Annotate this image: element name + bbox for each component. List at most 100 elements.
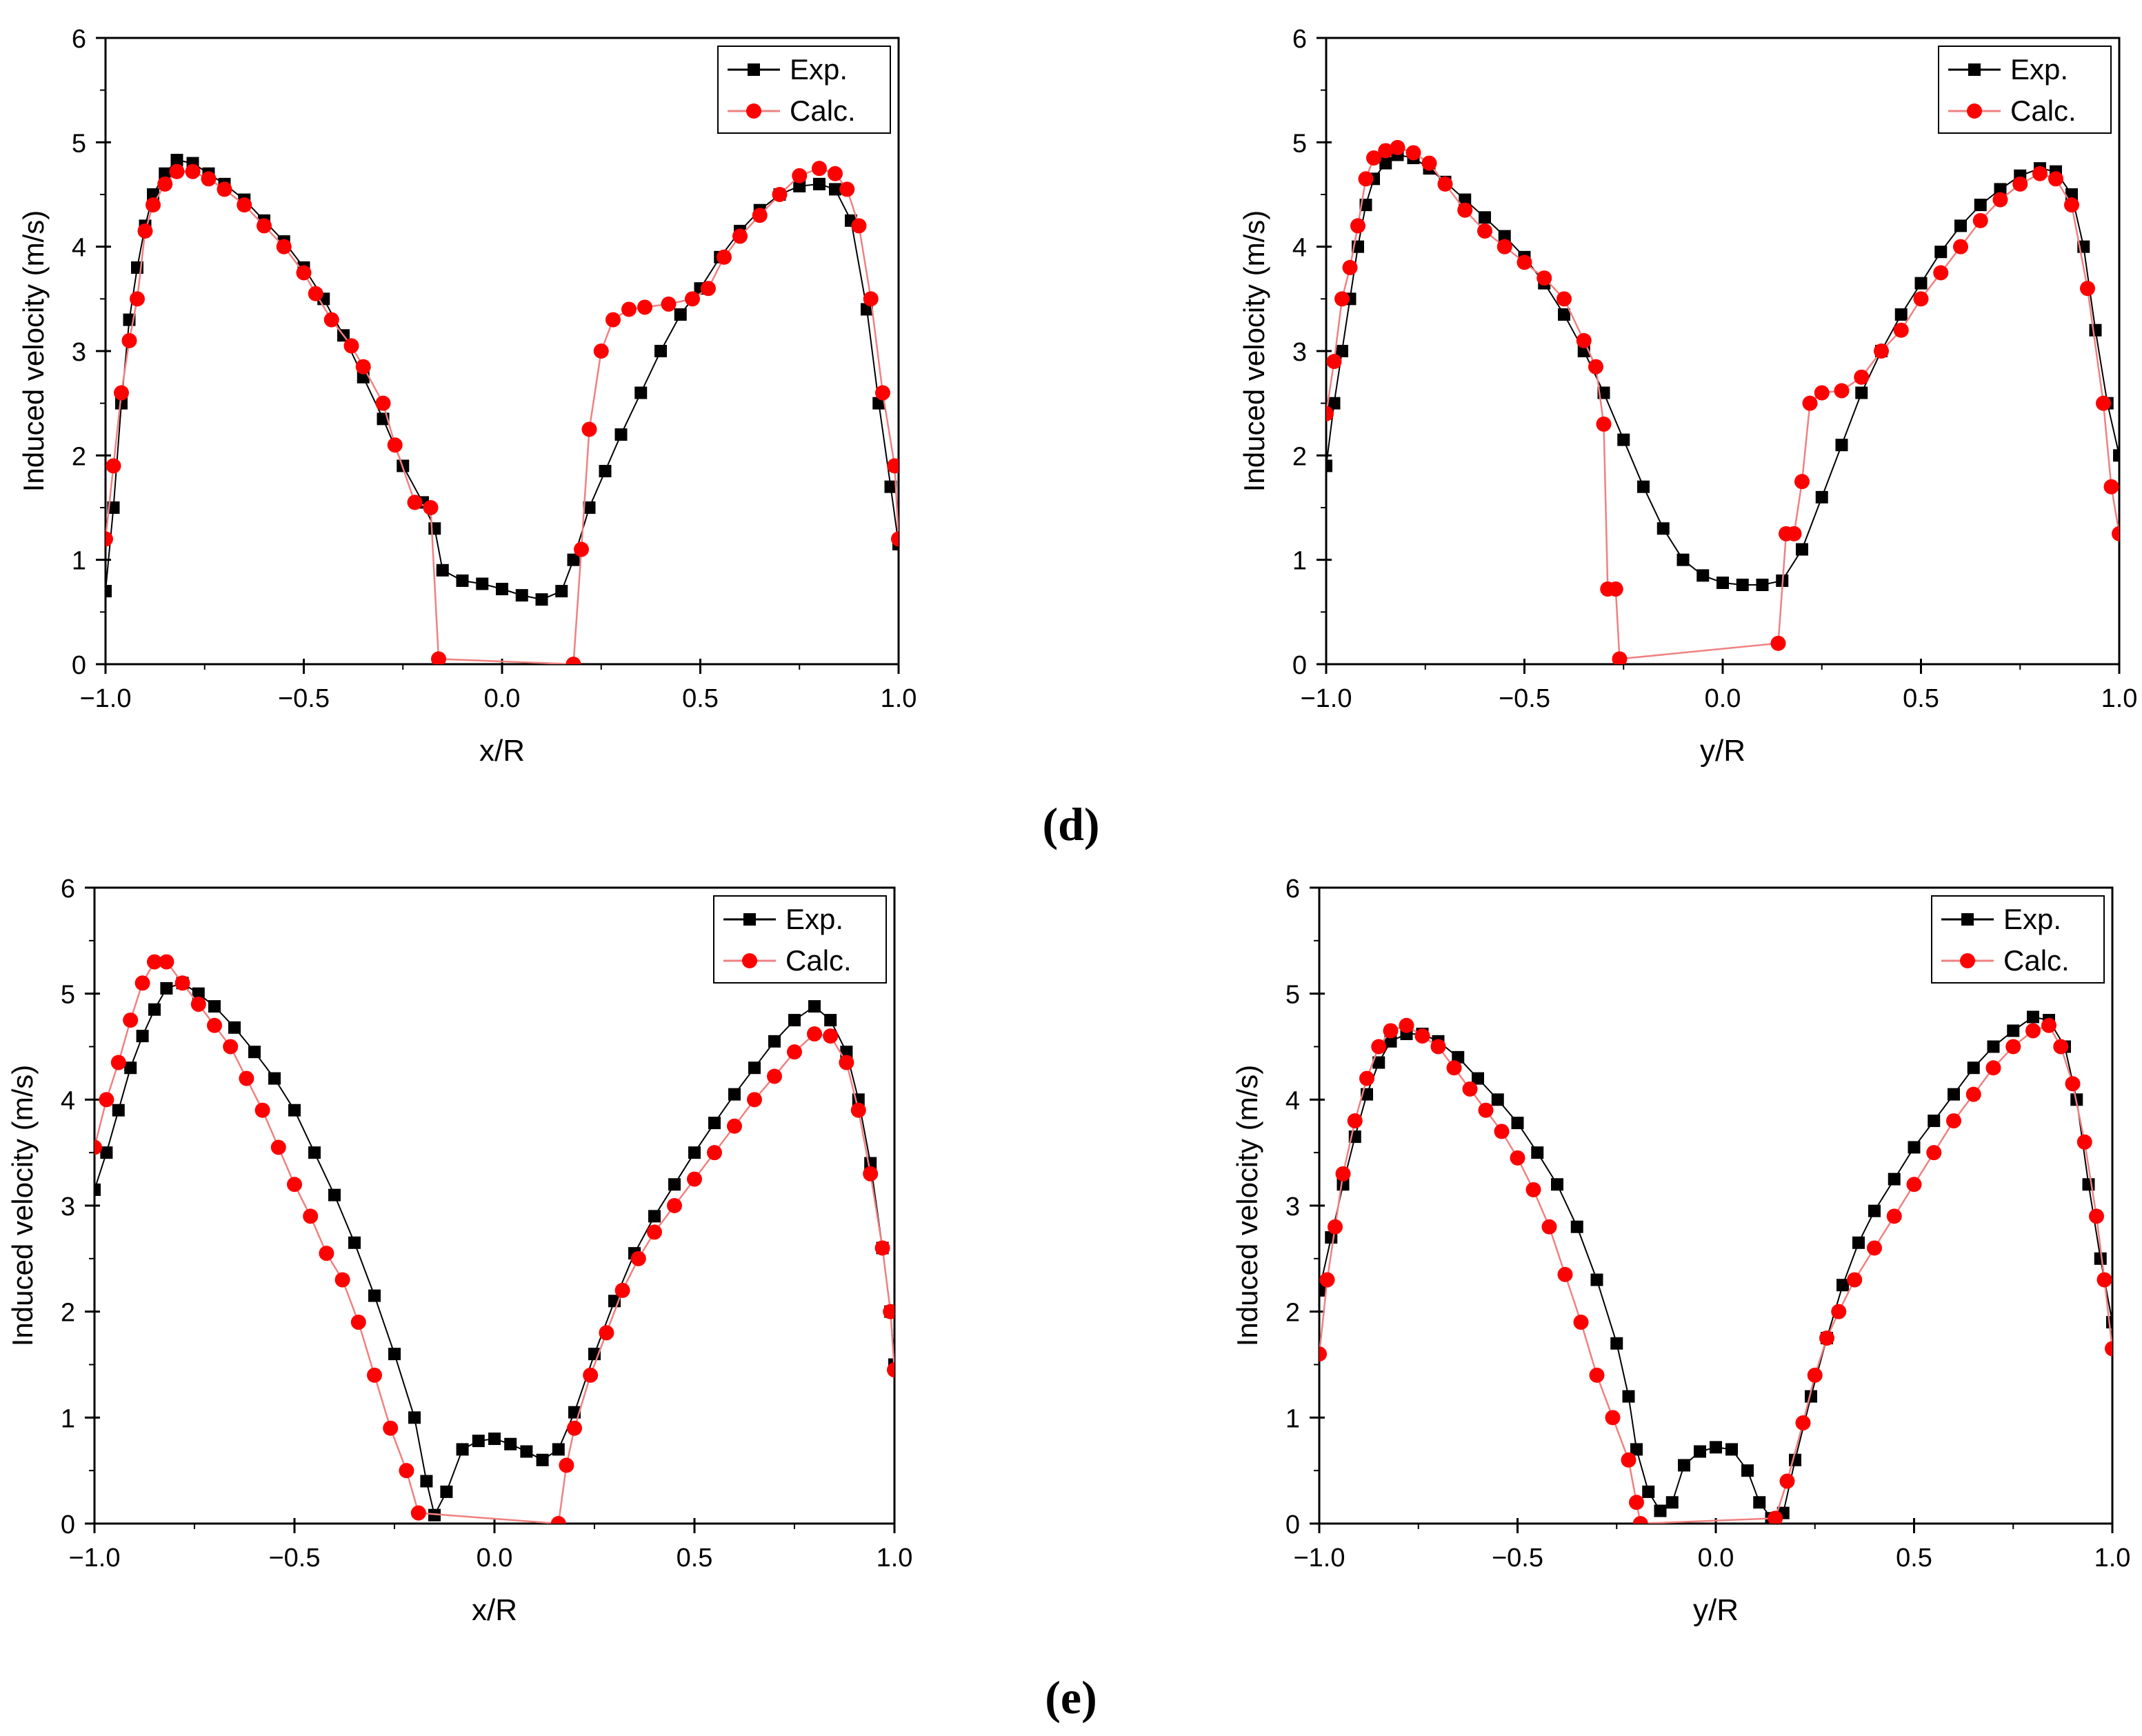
y-tick-label: 1: [72, 547, 86, 576]
exp-point: [368, 1289, 381, 1302]
calc-point: [828, 166, 843, 181]
calc-point: [787, 1044, 802, 1060]
exp-point: [599, 465, 612, 478]
calc-point: [2080, 281, 2095, 297]
calc-point: [812, 161, 827, 177]
exp-point: [1610, 1337, 1623, 1350]
exp-point: [1642, 1485, 1655, 1498]
calc-point: [190, 997, 206, 1012]
y-tick-label: 1: [1285, 1404, 1300, 1433]
calc-point: [121, 332, 137, 348]
calc-point: [550, 1516, 566, 1524]
legend-box: [1931, 895, 2105, 984]
calc-point: [1557, 1266, 1573, 1282]
calc-point: [257, 218, 272, 234]
exp-point: [1372, 1056, 1385, 1069]
y-tick-label: 6: [1292, 25, 1307, 54]
legend-exp-label: Exp.: [790, 53, 848, 86]
exp-point: [1531, 1146, 1544, 1159]
x-tick-label: 0.0: [484, 684, 521, 713]
exp-point: [472, 1435, 485, 1448]
calc-point: [1350, 218, 1365, 234]
exp-point: [1908, 1141, 1921, 1154]
legend-exp-marker: [1961, 913, 1974, 926]
calc-point: [1326, 406, 1334, 421]
exp-point: [1665, 1496, 1679, 1509]
calc-point: [350, 1315, 366, 1330]
calc-point: [2089, 1208, 2104, 1224]
calc-point: [319, 1246, 334, 1261]
calc-point: [410, 1505, 426, 1521]
exp-point: [2113, 449, 2119, 462]
calc-point: [99, 1092, 114, 1108]
exp-point: [1852, 1236, 1865, 1249]
y-tick-label: 4: [72, 234, 86, 263]
calc-point: [1831, 1304, 1847, 1319]
exp-point: [107, 501, 120, 514]
exp-point: [552, 1443, 565, 1456]
x-tick-label: −0.5: [268, 1544, 320, 1573]
calc-point: [1359, 1070, 1374, 1086]
series-exp-line: [1319, 1016, 2112, 1519]
calc-point: [343, 338, 359, 354]
calc-point: [174, 975, 190, 991]
calc-point: [1965, 1086, 1981, 1102]
calc-point: [1807, 1367, 1823, 1383]
exp-point: [634, 386, 648, 399]
calc-point: [2041, 1017, 2056, 1033]
calc-point: [423, 500, 439, 515]
exp-point: [840, 1046, 853, 1059]
calc-point: [1462, 1081, 1478, 1097]
calc-point: [1874, 343, 1889, 359]
calc-point: [1390, 139, 1405, 155]
calc-point: [772, 187, 788, 202]
calc-point: [1926, 1145, 1942, 1161]
exp-point: [488, 1433, 501, 1446]
legend-calc-label: Calc.: [2010, 94, 2076, 127]
exp-point: [654, 345, 667, 357]
legend-box: [713, 895, 887, 984]
exp-point: [1498, 230, 1511, 243]
calc-point: [1347, 1113, 1363, 1129]
calc-point: [630, 1250, 646, 1266]
series-exp: [94, 977, 894, 1522]
calc-point: [2096, 1272, 2112, 1288]
calc-point: [839, 1055, 854, 1070]
exp-point: [1637, 480, 1650, 493]
calc-point: [661, 296, 677, 312]
calc-point: [270, 1139, 286, 1155]
x-tick-label: 0.0: [477, 1544, 513, 1573]
exp-point: [348, 1236, 361, 1249]
calc-point: [1770, 635, 1786, 651]
calc-point: [1814, 385, 1830, 401]
exp-point: [440, 1485, 453, 1498]
calc-point: [254, 1102, 270, 1118]
calc-point: [383, 1420, 399, 1436]
exp-point: [674, 308, 687, 321]
y-axis-label: Induced velocity (m/s): [1231, 1065, 1263, 1346]
exp-point: [1835, 439, 1848, 452]
legend-exp-label: Exp.: [2003, 903, 2061, 935]
calc-point: [1972, 212, 1988, 228]
y-tick-label: 3: [1292, 338, 1307, 367]
exp-point: [614, 428, 628, 441]
calc-point: [287, 1177, 302, 1193]
calc-point: [367, 1367, 382, 1383]
legend-calc-marker: [1967, 103, 1982, 119]
calc-point: [1319, 1346, 1327, 1362]
calc-point: [106, 458, 121, 474]
exp-point: [536, 1453, 549, 1466]
exp-point: [1326, 459, 1332, 472]
exp-point: [124, 1061, 137, 1075]
exp-point: [708, 1117, 721, 1130]
exp-point: [1967, 1061, 1980, 1075]
calc-point: [1933, 265, 1949, 281]
exp-point: [1590, 1273, 1603, 1286]
calc-point: [2053, 1039, 2069, 1055]
exp-point: [106, 585, 112, 598]
calc-point: [1446, 1060, 1462, 1076]
calc-point: [130, 291, 145, 307]
calc-point: [807, 1026, 822, 1042]
exp-point: [829, 183, 841, 196]
calc-point: [110, 1055, 126, 1070]
